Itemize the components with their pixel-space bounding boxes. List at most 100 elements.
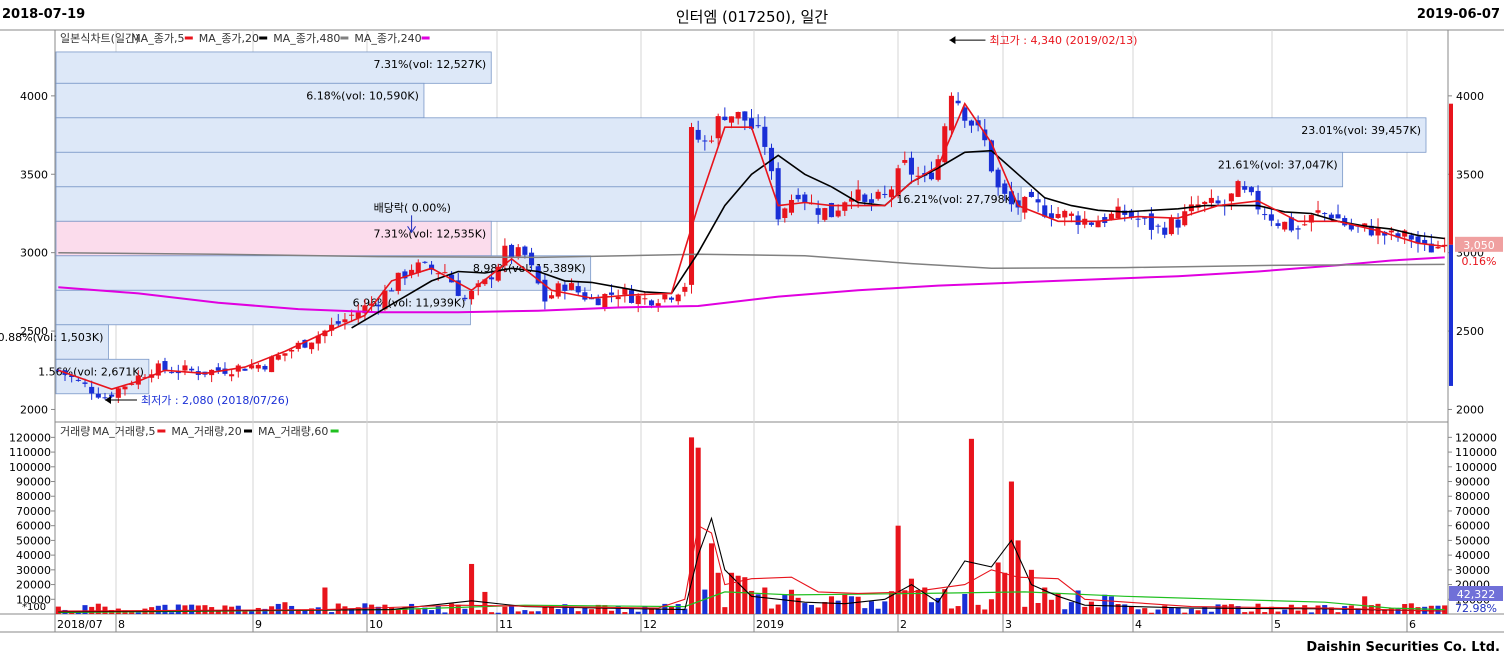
candle-body xyxy=(1215,200,1221,204)
volume-bar xyxy=(748,590,755,614)
candle-body xyxy=(222,368,228,374)
volume-bar xyxy=(1382,609,1388,614)
candle-body xyxy=(628,290,635,303)
volume-bar xyxy=(82,605,88,614)
candle-body xyxy=(582,292,588,300)
volume-bar xyxy=(928,602,934,614)
candle-body xyxy=(1415,236,1421,244)
last-volume-label: 42,322 xyxy=(1457,588,1496,601)
candle-body xyxy=(442,272,448,274)
candle-body xyxy=(435,273,441,275)
volume-bar xyxy=(182,605,188,614)
volume-legend-item: MA_거래량,60 xyxy=(258,425,328,438)
candle-body xyxy=(102,397,108,399)
volume-bar xyxy=(1248,611,1254,614)
candle-body xyxy=(1275,223,1281,226)
volume-profile-label: 23.01%(vol: 39,457K) xyxy=(1301,124,1421,137)
candle-body xyxy=(1155,225,1161,227)
volume-bar xyxy=(549,606,555,614)
candle-body xyxy=(1062,210,1068,218)
candle-body xyxy=(1362,223,1368,226)
candle-body xyxy=(502,245,508,266)
candle-body xyxy=(1228,193,1234,202)
volume-bar xyxy=(995,562,1001,614)
candle-body xyxy=(955,100,961,104)
vol-tick-label-right: 90000 xyxy=(1455,476,1490,489)
volume-bar xyxy=(802,603,808,614)
candle-body xyxy=(942,126,948,163)
candle-body xyxy=(1348,223,1354,230)
volume-bar xyxy=(1175,607,1181,614)
vol-tick-label-right: 80000 xyxy=(1455,490,1490,503)
candle-body xyxy=(162,361,168,371)
candle-body xyxy=(415,262,421,273)
volume-bar xyxy=(902,590,908,614)
price-legend-item: MA_종가,240 xyxy=(354,32,421,45)
candle-body xyxy=(409,269,415,275)
candle-body xyxy=(355,312,361,319)
volume-bar xyxy=(389,607,395,614)
vol-ma20-line xyxy=(58,516,1445,613)
ma480-line xyxy=(58,251,1445,270)
candle-body xyxy=(1442,244,1448,247)
candle-body xyxy=(542,279,548,302)
candle-body xyxy=(762,126,768,147)
candle-body xyxy=(668,297,675,300)
volume-bar xyxy=(275,603,281,614)
candle-body xyxy=(1108,213,1114,220)
candle-body xyxy=(982,129,988,141)
volume-bar xyxy=(968,438,974,614)
price-legend-item: 일본식차트(일간) xyxy=(60,31,139,45)
vol-tick-label-left: 10000 xyxy=(16,593,51,606)
volume-bar xyxy=(808,604,815,614)
candle-body xyxy=(622,288,628,295)
candle-body xyxy=(688,127,695,285)
volume-bar xyxy=(1042,587,1048,614)
candle-body xyxy=(95,393,101,398)
candle-body xyxy=(655,303,661,308)
last-volume-pct: 72.98% xyxy=(1455,602,1497,615)
volume-bar xyxy=(1168,608,1174,614)
volume-bar xyxy=(775,604,781,614)
volume-bar xyxy=(695,447,701,614)
vol-tick-label-left: 110000 xyxy=(9,446,51,459)
candle-body xyxy=(728,116,735,123)
dividend-annotation: 배당락( 0.00%) xyxy=(374,201,451,214)
volume-bar xyxy=(515,611,521,614)
volume-bar xyxy=(828,596,835,614)
candle-body xyxy=(382,290,388,310)
volume-bar xyxy=(1268,606,1274,614)
volume-bar xyxy=(455,604,461,614)
candle-body xyxy=(155,363,161,376)
x-tick-label: 10 xyxy=(369,618,383,631)
volume-bar xyxy=(322,587,328,614)
volume-profile-label: 0.88%(vol: 1,503K) xyxy=(0,331,103,344)
volume-bar xyxy=(848,596,855,614)
candle-body xyxy=(522,246,528,255)
volume-bar xyxy=(1388,608,1394,614)
volume-bar xyxy=(715,572,721,614)
volume-bar xyxy=(202,605,208,614)
chart-title: 인터엠 (017250), 일간 xyxy=(675,8,829,26)
volume-bar xyxy=(962,593,968,614)
volume-profile-box xyxy=(55,289,471,326)
candle-body xyxy=(1162,227,1168,235)
volume-bar xyxy=(195,605,201,614)
candle-body xyxy=(1022,196,1028,213)
candle-body xyxy=(182,365,188,371)
volume-profile-label: 7.31%(vol: 12,535K) xyxy=(373,227,486,240)
candle-body xyxy=(1288,217,1294,231)
volume-bar xyxy=(282,602,288,614)
candle-body xyxy=(335,321,341,324)
volume-bar xyxy=(509,605,515,614)
volume-bar xyxy=(135,612,141,614)
candle-body xyxy=(1008,191,1014,205)
volume-bar xyxy=(1022,606,1028,614)
volume-bar xyxy=(762,587,768,614)
vol-tick-label-left: 80000 xyxy=(16,490,51,503)
volume-bar xyxy=(922,587,928,614)
volume-bar xyxy=(1142,608,1148,614)
company-footer: Daishin Securities Co. Ltd. xyxy=(1306,640,1500,655)
volume-profile-label: 16.21%(vol: 27,798K) xyxy=(896,193,1016,206)
